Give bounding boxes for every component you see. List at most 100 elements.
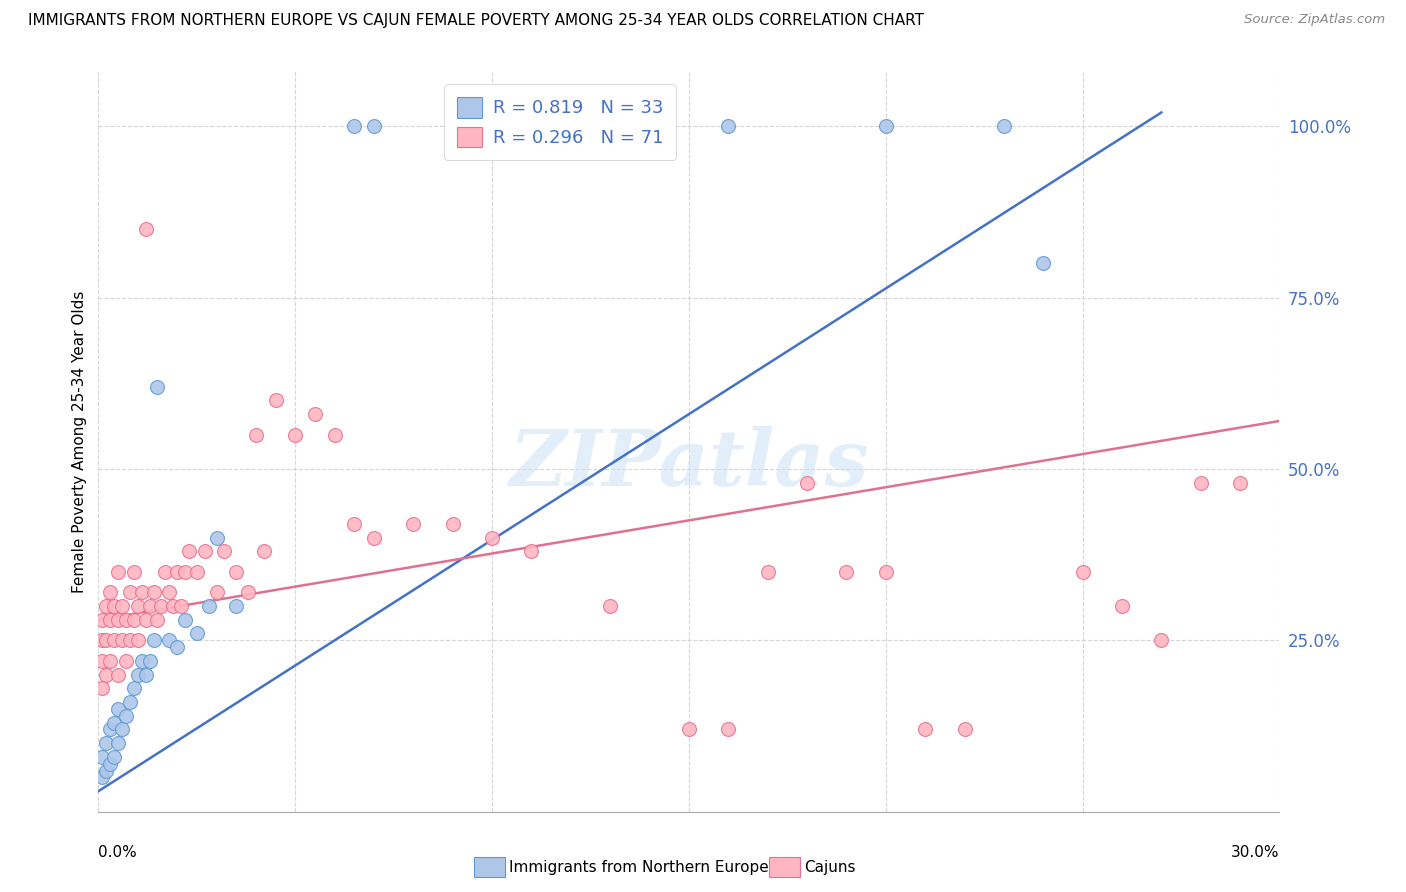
Point <box>875 565 897 579</box>
Text: Source: ZipAtlas.com: Source: ZipAtlas.com <box>1244 13 1385 27</box>
Point <box>599 599 621 613</box>
Point <box>155 565 177 579</box>
Point <box>166 565 188 579</box>
Point <box>98 723 121 737</box>
Point <box>98 585 121 599</box>
Point <box>131 585 153 599</box>
Point <box>142 585 165 599</box>
Point <box>98 654 121 668</box>
Point <box>138 654 160 668</box>
Point <box>162 599 184 613</box>
Point <box>146 380 169 394</box>
Point <box>131 654 153 668</box>
Point <box>304 407 326 421</box>
Point <box>127 599 149 613</box>
Point <box>150 599 173 613</box>
Point <box>103 715 125 730</box>
Point <box>174 613 197 627</box>
Point <box>98 613 121 627</box>
Point <box>756 565 779 579</box>
Text: IMMIGRANTS FROM NORTHERN EUROPE VS CAJUN FEMALE POVERTY AMONG 25-34 YEAR OLDS CO: IMMIGRANTS FROM NORTHERN EUROPE VS CAJUN… <box>28 13 924 29</box>
Point <box>138 599 160 613</box>
Point <box>953 723 976 737</box>
Point <box>135 667 157 681</box>
Point <box>111 599 134 613</box>
Text: 0.0%: 0.0% <box>98 845 138 860</box>
Point <box>1229 475 1251 490</box>
Point <box>107 702 129 716</box>
Point <box>91 681 114 696</box>
Point <box>835 565 858 579</box>
Point <box>91 613 114 627</box>
Point <box>441 516 464 531</box>
Point <box>122 681 145 696</box>
Point <box>186 626 208 640</box>
Point <box>264 393 287 408</box>
Point <box>118 633 141 648</box>
Point <box>1150 633 1173 648</box>
Point <box>253 544 276 558</box>
Point <box>135 613 157 627</box>
Point <box>1071 565 1094 579</box>
Point <box>363 531 385 545</box>
Point <box>174 565 197 579</box>
Point <box>96 633 118 648</box>
Point <box>177 544 200 558</box>
Point <box>236 585 259 599</box>
Text: ZIPatlas: ZIPatlas <box>509 425 869 502</box>
Point <box>107 667 129 681</box>
Point <box>107 565 129 579</box>
Point <box>118 585 141 599</box>
Point <box>225 599 247 613</box>
Point <box>166 640 188 655</box>
Point <box>157 585 180 599</box>
Point <box>96 599 118 613</box>
Point <box>678 723 700 737</box>
Point <box>103 599 125 613</box>
Point <box>111 723 134 737</box>
Point <box>993 119 1015 133</box>
Point <box>343 119 366 133</box>
Point <box>91 654 114 668</box>
Point <box>122 565 145 579</box>
Point <box>717 119 740 133</box>
Point <box>157 633 180 648</box>
Point <box>98 756 121 771</box>
Point <box>1189 475 1212 490</box>
Text: Cajuns: Cajuns <box>804 860 856 874</box>
Point <box>363 119 385 133</box>
Point <box>875 119 897 133</box>
Point <box>127 633 149 648</box>
Point <box>1111 599 1133 613</box>
Point <box>520 544 543 558</box>
Point <box>1032 256 1054 270</box>
Point <box>111 633 134 648</box>
Point <box>122 613 145 627</box>
Point <box>170 599 193 613</box>
Point <box>96 764 118 778</box>
Y-axis label: Female Poverty Among 25-34 Year Olds: Female Poverty Among 25-34 Year Olds <box>72 291 87 592</box>
Point <box>343 516 366 531</box>
Point <box>96 736 118 750</box>
Point <box>103 633 125 648</box>
Point <box>91 771 114 785</box>
Point <box>225 565 247 579</box>
Point <box>205 585 228 599</box>
Point <box>205 531 228 545</box>
Point <box>146 613 169 627</box>
Point <box>323 427 346 442</box>
Point <box>214 544 236 558</box>
Point <box>914 723 936 737</box>
Point <box>96 667 118 681</box>
Point <box>107 613 129 627</box>
Point <box>107 736 129 750</box>
Point <box>197 599 219 613</box>
Point <box>194 544 217 558</box>
Legend: R = 0.819   N = 33, R = 0.296   N = 71: R = 0.819 N = 33, R = 0.296 N = 71 <box>444 84 676 160</box>
Point <box>402 516 425 531</box>
Point <box>115 708 138 723</box>
Point <box>115 654 138 668</box>
Point <box>115 613 138 627</box>
Point <box>127 667 149 681</box>
Text: 30.0%: 30.0% <box>1232 845 1279 860</box>
